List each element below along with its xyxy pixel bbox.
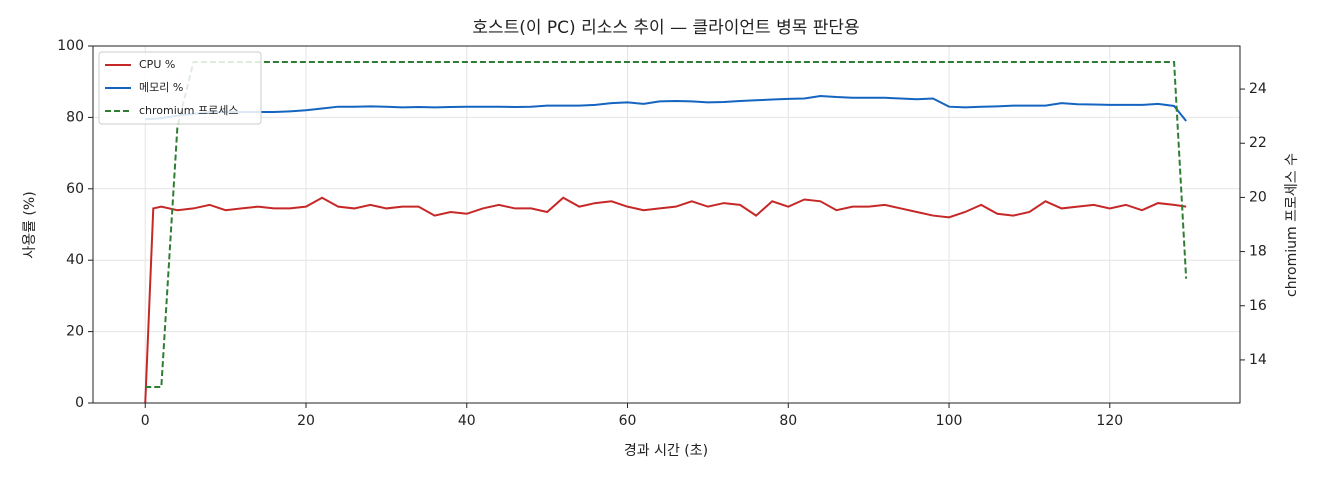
x-tick-label: 100 (936, 413, 963, 429)
y2-tick-label: 14 (1249, 352, 1267, 368)
y-tick-label: 40 (66, 252, 84, 268)
x-tick-label: 20 (297, 413, 315, 429)
plot-frame (92, 45, 1241, 404)
y2-tick-label: 18 (1249, 244, 1267, 260)
x-tick-label: 80 (779, 413, 797, 429)
x-axis-label: 경과 시간 (초) (624, 443, 708, 459)
legend-box (98, 51, 262, 125)
y2-tick-label: 24 (1249, 81, 1267, 97)
y2-axis-label: chromium 프로세스 수 (1284, 153, 1300, 297)
x-tick-label: 40 (458, 413, 476, 429)
legend-label: chromium 프로세스 (139, 104, 238, 117)
x-tick-label: 60 (619, 413, 637, 429)
x-tick-label: 120 (1096, 413, 1123, 429)
y-tick-label: 0 (75, 395, 84, 411)
y-tick-label: 100 (57, 38, 84, 54)
legend-label: CPU % (139, 58, 175, 71)
y-tick-label: 60 (66, 181, 84, 197)
legend: CPU % 메모리 % chromium 프로세스 (98, 51, 262, 125)
data-line (144, 196, 1187, 404)
y2-tick-label: 22 (1249, 135, 1267, 151)
data-line (145, 60, 1188, 389)
y2-tick-label: 16 (1249, 298, 1267, 314)
y-axis-label: 사용률 (%) (22, 191, 38, 258)
y2-tick-label: 20 (1249, 189, 1267, 205)
x-tick-label: 0 (141, 413, 150, 429)
y-tick-label: 20 (66, 324, 84, 340)
y-tick-label: 80 (66, 109, 84, 125)
legend-label: 메모리 % (139, 81, 183, 94)
data-line (145, 94, 1187, 122)
chart-title: 호스트(이 PC) 리소스 추이 — 클라이언트 병목 판단용 (472, 18, 859, 38)
